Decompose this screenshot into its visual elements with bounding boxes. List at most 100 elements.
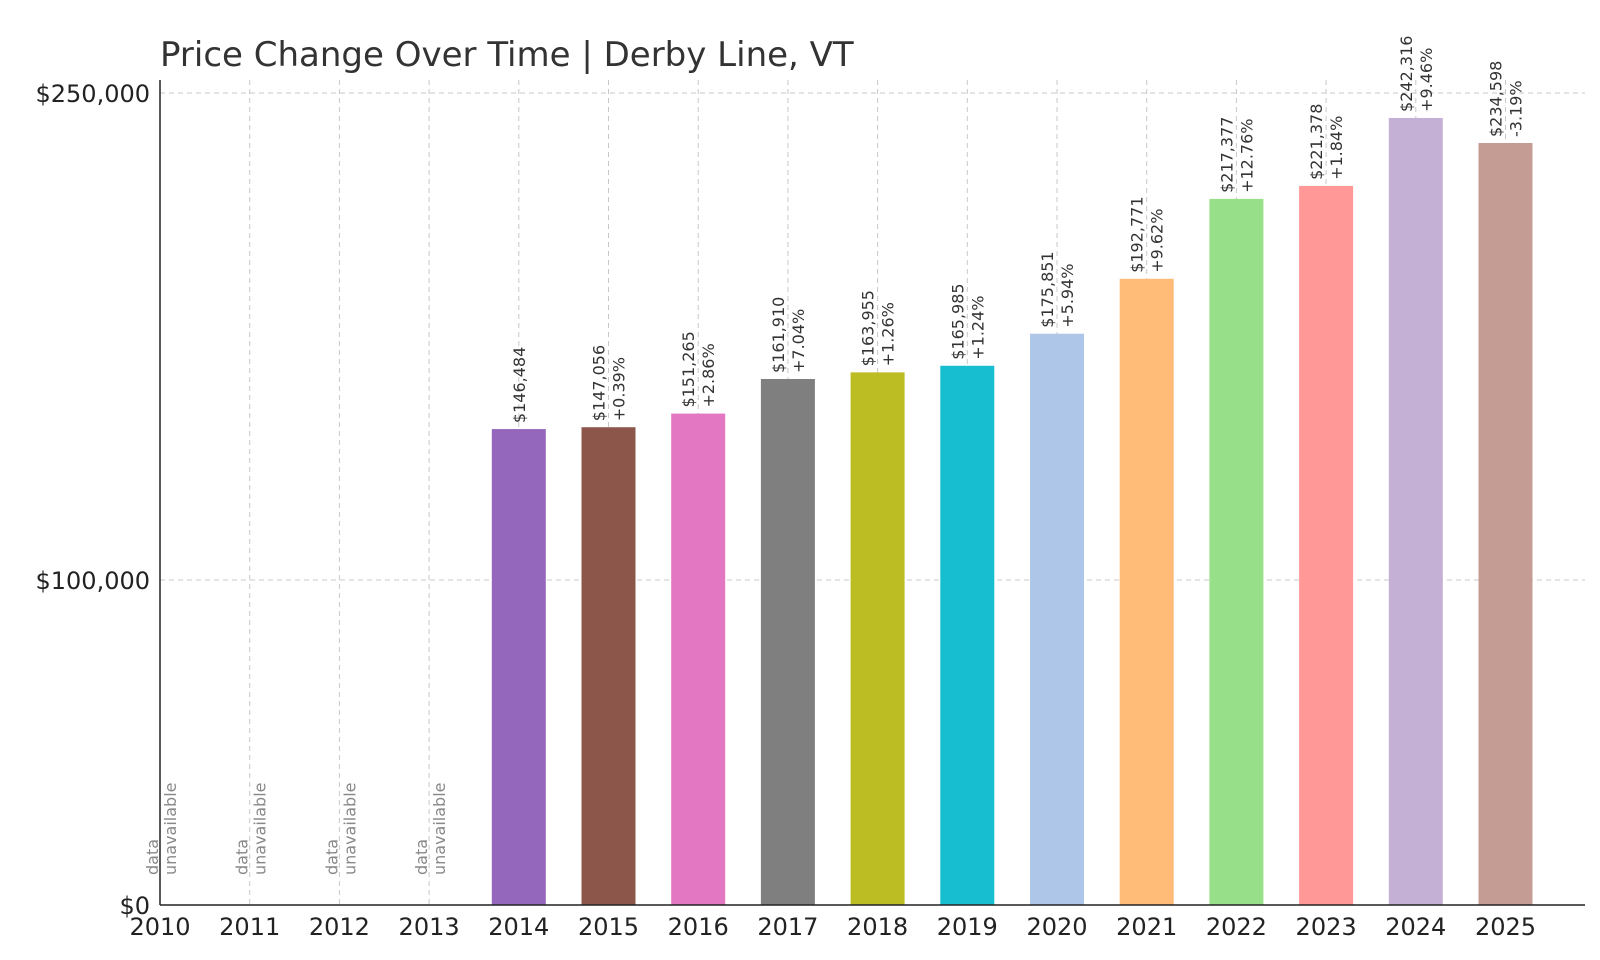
- bar-change-text: +1.84%: [1327, 116, 1346, 180]
- axis-layer: $0 $100,000 $250,000 2010 2011 2012 2013 2014 20…: [35, 80, 1585, 941]
- x-tick-label: 2020: [1026, 913, 1087, 941]
- bar-change-text: +1.24%: [968, 296, 987, 360]
- x-tick-label: 2019: [937, 913, 998, 941]
- bar-2022: [1209, 198, 1264, 905]
- bar-2019: [940, 365, 995, 906]
- unavailable-line-1: data: [322, 839, 341, 875]
- bar-value-label: $163,955+1.26%: [859, 290, 898, 366]
- bar-label-group-2016: $151,265+2.86%: [679, 331, 718, 407]
- bar-label-group-2019: $165,985+1.24%: [948, 283, 987, 359]
- bar-value-text: $217,377: [1217, 117, 1236, 193]
- bar-label-group-2025: $234,598-3.19%: [1487, 61, 1526, 137]
- unavailable-line-1: data: [233, 839, 252, 875]
- bar-2016: [671, 413, 726, 905]
- unavailable-label-group-2010: dataunavailable: [143, 783, 180, 876]
- bar-label-group-2021: $192,771+9.62%: [1128, 196, 1167, 272]
- bar-2021: [1119, 278, 1174, 906]
- data-unavailable-label: dataunavailable: [322, 783, 359, 876]
- bar-2020: [1030, 333, 1084, 906]
- bar-2018: [850, 372, 905, 905]
- x-tick-label: 2023: [1296, 913, 1357, 941]
- bar-2014: [491, 429, 546, 905]
- x-tick-label: 2016: [668, 913, 729, 941]
- unavailable-line-2: unavailable: [251, 783, 270, 876]
- bar-value-text: $242,316: [1397, 36, 1416, 112]
- bar-label-group-2018: $163,955+1.26%: [859, 290, 898, 366]
- data-unavailable-label: dataunavailable: [233, 783, 270, 876]
- x-tick-label: 2011: [219, 913, 280, 941]
- bar-value-label: $175,851+5.94%: [1038, 251, 1077, 327]
- y-tick-label: $0: [119, 892, 150, 920]
- bar-change-text: +2.86%: [699, 343, 718, 407]
- bar-change-text: +0.39%: [610, 357, 629, 421]
- y-tick-label: $250,000: [35, 80, 150, 108]
- bar-value-label: $221,378+1.84%: [1307, 104, 1346, 180]
- bar-value-label: $147,056+0.39%: [590, 345, 629, 421]
- chart-title: Price Change Over Time | Derby Line, VT: [160, 35, 854, 75]
- bar-change-text: -3.19%: [1507, 80, 1526, 137]
- bar-value-label: $161,910+7.04%: [769, 297, 808, 373]
- unavailable-line-2: unavailable: [161, 783, 180, 876]
- x-tick-label: 2012: [309, 913, 370, 941]
- bar-label-group-2023: $221,378+1.84%: [1307, 104, 1346, 180]
- bar-value-label: $146,484: [510, 347, 529, 423]
- bar-2023: [1299, 185, 1354, 905]
- unavailable-label-group-2011: dataunavailable: [233, 783, 270, 876]
- bar-2017: [760, 378, 815, 905]
- bar-change-text: +9.46%: [1417, 48, 1436, 112]
- bar-value-text: $165,985: [948, 283, 967, 359]
- bar-value-text: $192,771: [1128, 196, 1147, 272]
- bar-value-text: $147,056: [590, 345, 609, 421]
- bar-label-group-2015: $147,056+0.39%: [590, 345, 629, 421]
- data-unavailable-label: dataunavailable: [143, 783, 180, 876]
- bar-change-text: +7.04%: [789, 309, 808, 373]
- bar-value-label: $165,985+1.24%: [948, 283, 987, 359]
- unavailable-line-2: unavailable: [430, 783, 449, 876]
- bar-label-group-2014: $146,484: [510, 347, 529, 423]
- bar-value-text: $146,484: [510, 347, 529, 423]
- unavailable-label-group-2012: dataunavailable: [322, 783, 359, 876]
- x-tick-label: 2013: [399, 913, 460, 941]
- x-tick-label: 2021: [1116, 913, 1177, 941]
- x-tick-label: 2025: [1475, 913, 1536, 941]
- bar-change-text: +5.94%: [1058, 264, 1077, 328]
- bar-value-label: $192,771+9.62%: [1128, 196, 1167, 272]
- bar-2015: [581, 427, 636, 905]
- x-tick-label: 2010: [129, 913, 190, 941]
- x-tick-label: 2017: [757, 913, 818, 941]
- bar-value-text: $163,955: [859, 290, 878, 366]
- bar-value-text: $151,265: [679, 331, 698, 407]
- bars-layer: [491, 117, 1533, 906]
- bar-change-text: +1.26%: [879, 302, 898, 366]
- bar-label-group-2017: $161,910+7.04%: [769, 297, 808, 373]
- unavailable-line-2: unavailable: [340, 783, 359, 876]
- data-unavailable-label: dataunavailable: [412, 783, 449, 876]
- y-tick-label: $100,000: [35, 567, 150, 595]
- bar-value-text: $161,910: [769, 297, 788, 373]
- unavailable-line-1: data: [143, 839, 162, 875]
- bar-change-text: +12.76%: [1237, 118, 1256, 192]
- x-tick-label: 2024: [1385, 913, 1446, 941]
- bar-value-label: $151,265+2.86%: [679, 331, 718, 407]
- bar-label-group-2022: $217,377+12.76%: [1217, 117, 1256, 193]
- x-tick-label: 2022: [1206, 913, 1267, 941]
- bar-2024: [1388, 117, 1443, 905]
- x-tick-label: 2015: [578, 913, 639, 941]
- unavailable-label-group-2013: dataunavailable: [412, 783, 449, 876]
- bar-change-text: +9.62%: [1148, 209, 1167, 273]
- x-tick-label: 2014: [488, 913, 549, 941]
- bar-labels-layer: dataunavailable dataunavailable dataunavai…: [143, 36, 1526, 875]
- bar-value-label: $234,598-3.19%: [1487, 61, 1526, 137]
- bar-value-label: $242,316+9.46%: [1397, 36, 1436, 112]
- bar-value-text: $234,598: [1487, 61, 1506, 137]
- bar-value-label: $217,377+12.76%: [1217, 117, 1256, 193]
- bar-value-text: $175,851: [1038, 251, 1057, 327]
- unavailable-line-1: data: [412, 839, 431, 875]
- bar-2025: [1478, 143, 1533, 906]
- bar-label-group-2024: $242,316+9.46%: [1397, 36, 1436, 112]
- x-tick-label: 2018: [847, 913, 908, 941]
- bar-label-group-2020: $175,851+5.94%: [1038, 251, 1077, 327]
- bar-value-text: $221,378: [1307, 104, 1326, 180]
